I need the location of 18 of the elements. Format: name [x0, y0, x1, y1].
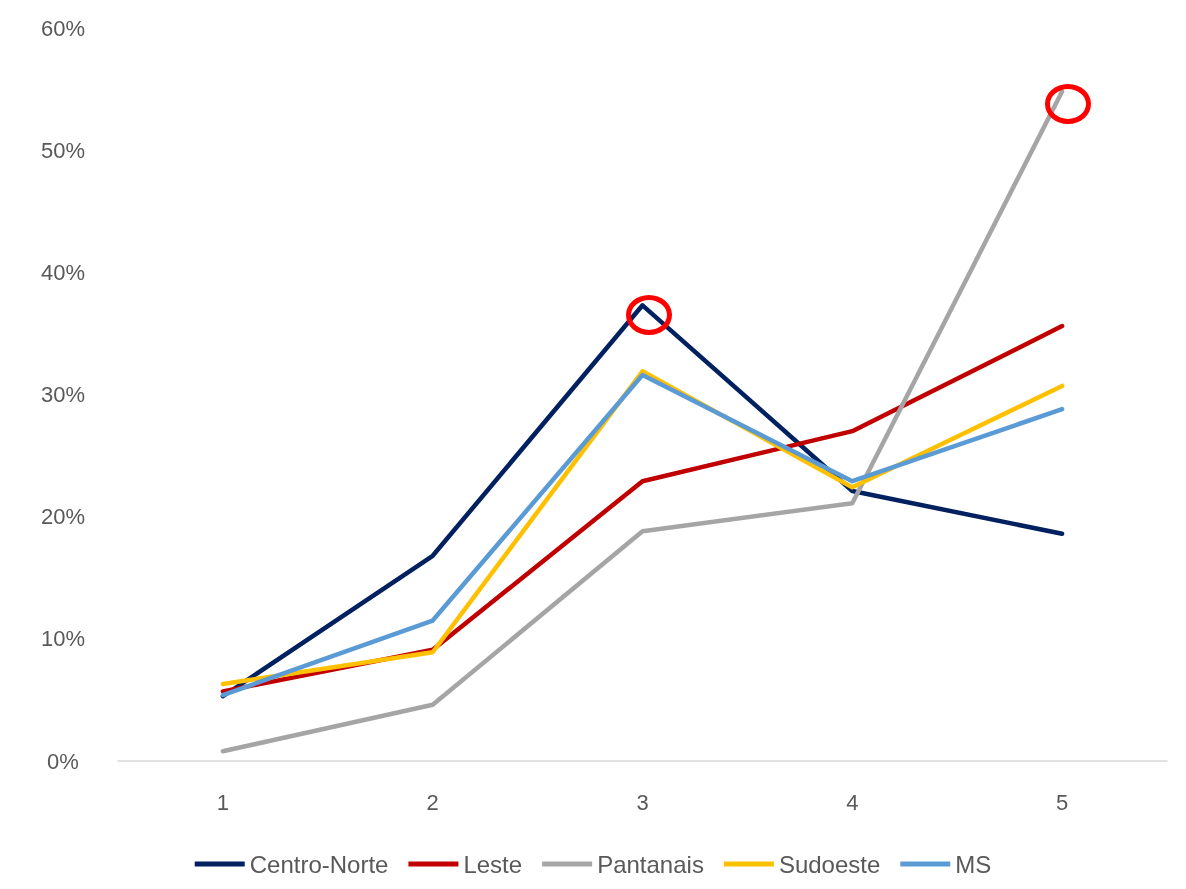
x-tick-label: 5	[1055, 789, 1069, 815]
y-tick-label: 10%	[40, 626, 86, 652]
x-tick-label: 3	[636, 789, 649, 815]
legend-label: Centro-Norte	[249, 850, 389, 878]
x-tick-label: 1	[216, 789, 230, 815]
legend-label: Leste	[463, 850, 523, 878]
y-tick-label: 30%	[40, 382, 86, 407]
legend-label: Sudoeste	[778, 850, 881, 878]
x-tick-label: 4	[846, 789, 859, 815]
y-tick-label: 50%	[40, 137, 86, 163]
legend-label: Pantanais	[597, 850, 704, 878]
y-tick-label: 0%	[47, 748, 79, 774]
legend-label: MS	[955, 850, 992, 878]
y-tick-label: 20%	[40, 504, 86, 530]
y-tick-label: 60%	[40, 15, 86, 41]
x-tick-label: 2	[426, 789, 439, 815]
y-tick-label: 40%	[40, 259, 86, 285]
line-series	[220, 89, 1065, 754]
